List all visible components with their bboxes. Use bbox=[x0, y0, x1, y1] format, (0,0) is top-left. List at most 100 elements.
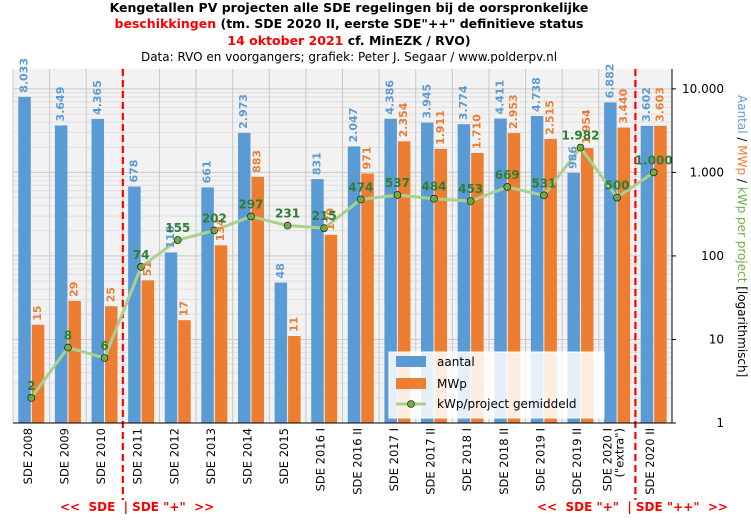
x-tick-label: SDE 2009 bbox=[57, 428, 71, 484]
right-axis-title-sep2: / bbox=[735, 175, 749, 187]
bar-mwp bbox=[214, 245, 228, 423]
bar-mwp bbox=[617, 127, 631, 424]
x-tick-label: SDE 2013 bbox=[204, 428, 218, 484]
kwp-marker bbox=[430, 194, 438, 203]
kwp-marker bbox=[393, 191, 402, 199]
legend-label-mwp: MWp bbox=[437, 377, 467, 391]
bar-mwp bbox=[31, 324, 45, 423]
data-label-mwp: 51 bbox=[141, 261, 154, 276]
data-label-kwp: 74 bbox=[133, 248, 150, 262]
title-line-4: Data: RVO en voorgangers; grafiek: Peter… bbox=[141, 50, 557, 64]
bar-aantal bbox=[201, 187, 214, 423]
y-tick-label: 10 bbox=[709, 332, 724, 346]
data-label-kwp: 215 bbox=[312, 209, 337, 223]
x-tick-label: SDE 2018 II bbox=[497, 428, 511, 495]
data-label-mwp: 17 bbox=[178, 301, 191, 316]
data-label-mwp: 3.603 bbox=[653, 87, 666, 122]
title-line-2-red: beschikkingen bbox=[115, 16, 217, 31]
data-label-mwp: 15 bbox=[31, 305, 44, 320]
title-line-3-rest: cf. MinEZK / RVO) bbox=[343, 33, 470, 48]
x-tick-label: SDE 2016 I bbox=[314, 428, 328, 491]
data-label-kwp: 8 bbox=[64, 329, 72, 343]
legend-marker-kwp bbox=[407, 400, 415, 408]
data-label-aantal: 4.365 bbox=[91, 80, 104, 115]
bar-mwp bbox=[105, 306, 118, 423]
bar-aantal bbox=[128, 186, 141, 423]
data-label-aantal: 4.411 bbox=[494, 80, 507, 115]
data-label-kwp: 484 bbox=[421, 180, 446, 194]
data-label-mwp: 179 bbox=[324, 208, 337, 231]
data-label-aantal: 3.602 bbox=[640, 87, 653, 122]
kwp-marker bbox=[357, 195, 365, 204]
kwp-marker bbox=[613, 193, 621, 202]
x-tick-label: SDE 2011 bbox=[131, 428, 145, 484]
bar-mwp bbox=[68, 300, 81, 423]
kwp-marker bbox=[173, 236, 182, 244]
footer-right: << SDE "+" | SDE "++" >> bbox=[537, 500, 728, 514]
y-tick-label: 100 bbox=[701, 249, 724, 263]
x-tick-label: SDE 2012 bbox=[167, 428, 181, 484]
data-label-mwp: 971 bbox=[361, 146, 374, 169]
era-dividers bbox=[121, 69, 637, 500]
data-label-kwp: 1.982 bbox=[561, 129, 599, 143]
x-axis: SDE 2008 SDE 2009 SDE 2010 SDE 2011 SDE 2012… bbox=[13, 422, 672, 495]
data-label-aantal: 6.882 bbox=[603, 64, 616, 99]
kwp-line bbox=[27, 143, 658, 402]
data-label-aantal: 3.945 bbox=[420, 84, 433, 119]
bar-mwp bbox=[288, 336, 301, 423]
data-label-aantal: 831 bbox=[310, 152, 323, 175]
title-line-3-red: 14 oktober 2021 bbox=[227, 33, 343, 48]
title-line-1: Kengetallen PV projecten alle SDE regeli… bbox=[110, 0, 589, 15]
kwp-marker bbox=[283, 221, 292, 230]
kwp-marker bbox=[320, 224, 328, 232]
x-tick-label: SDE 2015 bbox=[277, 428, 291, 484]
legend-label-kwp: kWp/project gemiddeld bbox=[437, 397, 577, 411]
legend-label-aantal: aantal bbox=[437, 355, 475, 369]
x-tick-label: SDE 2018 I bbox=[460, 428, 474, 491]
data-label-kwp: 669 bbox=[495, 168, 520, 182]
x-tick-label: SDE 2019 I bbox=[533, 428, 547, 491]
bar-mwp bbox=[251, 176, 264, 423]
bar-aantal bbox=[18, 96, 31, 423]
data-label-mwp: 1.710 bbox=[470, 114, 483, 149]
data-label-kwp: 474 bbox=[348, 180, 373, 194]
data-label-aantal: 3.649 bbox=[54, 87, 67, 122]
bar-mwp bbox=[361, 173, 374, 423]
data-label-mwp: 883 bbox=[251, 150, 264, 173]
data-label-kwp: 531 bbox=[531, 176, 556, 190]
x-tick-label: SDE 2016 II bbox=[350, 428, 364, 495]
x-tick-label: SDE 2017 I bbox=[387, 428, 401, 491]
right-axis-title-kwp: kWp per project bbox=[735, 187, 749, 283]
bar-aantal bbox=[237, 132, 251, 423]
kwp-polyline bbox=[30, 146, 655, 399]
kwp-marker bbox=[503, 183, 512, 191]
x-tick-label: ("extra") bbox=[613, 428, 627, 478]
x-tick-label: SDE 2008 bbox=[21, 428, 35, 484]
kwp-marker bbox=[576, 143, 585, 152]
title-line-3: 14 oktober 2021 cf. MinEZK / RVO) bbox=[227, 33, 470, 48]
data-label-aantal: 4.738 bbox=[530, 77, 543, 112]
right-axis-title-mwp: MWp bbox=[735, 145, 749, 175]
data-label-mwp: 25 bbox=[104, 287, 117, 302]
data-label-aantal: 48 bbox=[274, 263, 287, 278]
kwp-marker bbox=[137, 263, 145, 271]
chart-title: Kengetallen PV projecten alle SDE regeli… bbox=[110, 0, 589, 64]
legend: aantal MWp kWp/project gemiddeld bbox=[388, 351, 605, 419]
data-label-aantal: 986 bbox=[567, 146, 580, 169]
bar-aantal bbox=[164, 252, 178, 423]
bar-aantal bbox=[640, 125, 654, 424]
data-label-kwp: 155 bbox=[165, 221, 190, 235]
data-label-kwp: 500 bbox=[605, 179, 630, 193]
data-label-mwp: 3.440 bbox=[617, 88, 630, 123]
right-axis-title-aantal: Aantal bbox=[735, 95, 749, 134]
data-label-kwp: 231 bbox=[275, 207, 300, 221]
right-axis-title-sep1: / bbox=[735, 134, 749, 146]
title-line-2: beschikkingen (tm. SDE 2020 II, eerste S… bbox=[115, 16, 584, 31]
data-label-kwp: 453 bbox=[458, 182, 483, 196]
y-tick-label: 10.000 bbox=[682, 82, 724, 96]
y-axis: 1 10 100 1.000 10.000 bbox=[671, 69, 724, 430]
bar-aantal bbox=[54, 125, 68, 423]
right-axis-title: Aantal / MWp / kWp per project [logarith… bbox=[735, 95, 749, 377]
legend-swatch-mwp bbox=[396, 378, 426, 389]
